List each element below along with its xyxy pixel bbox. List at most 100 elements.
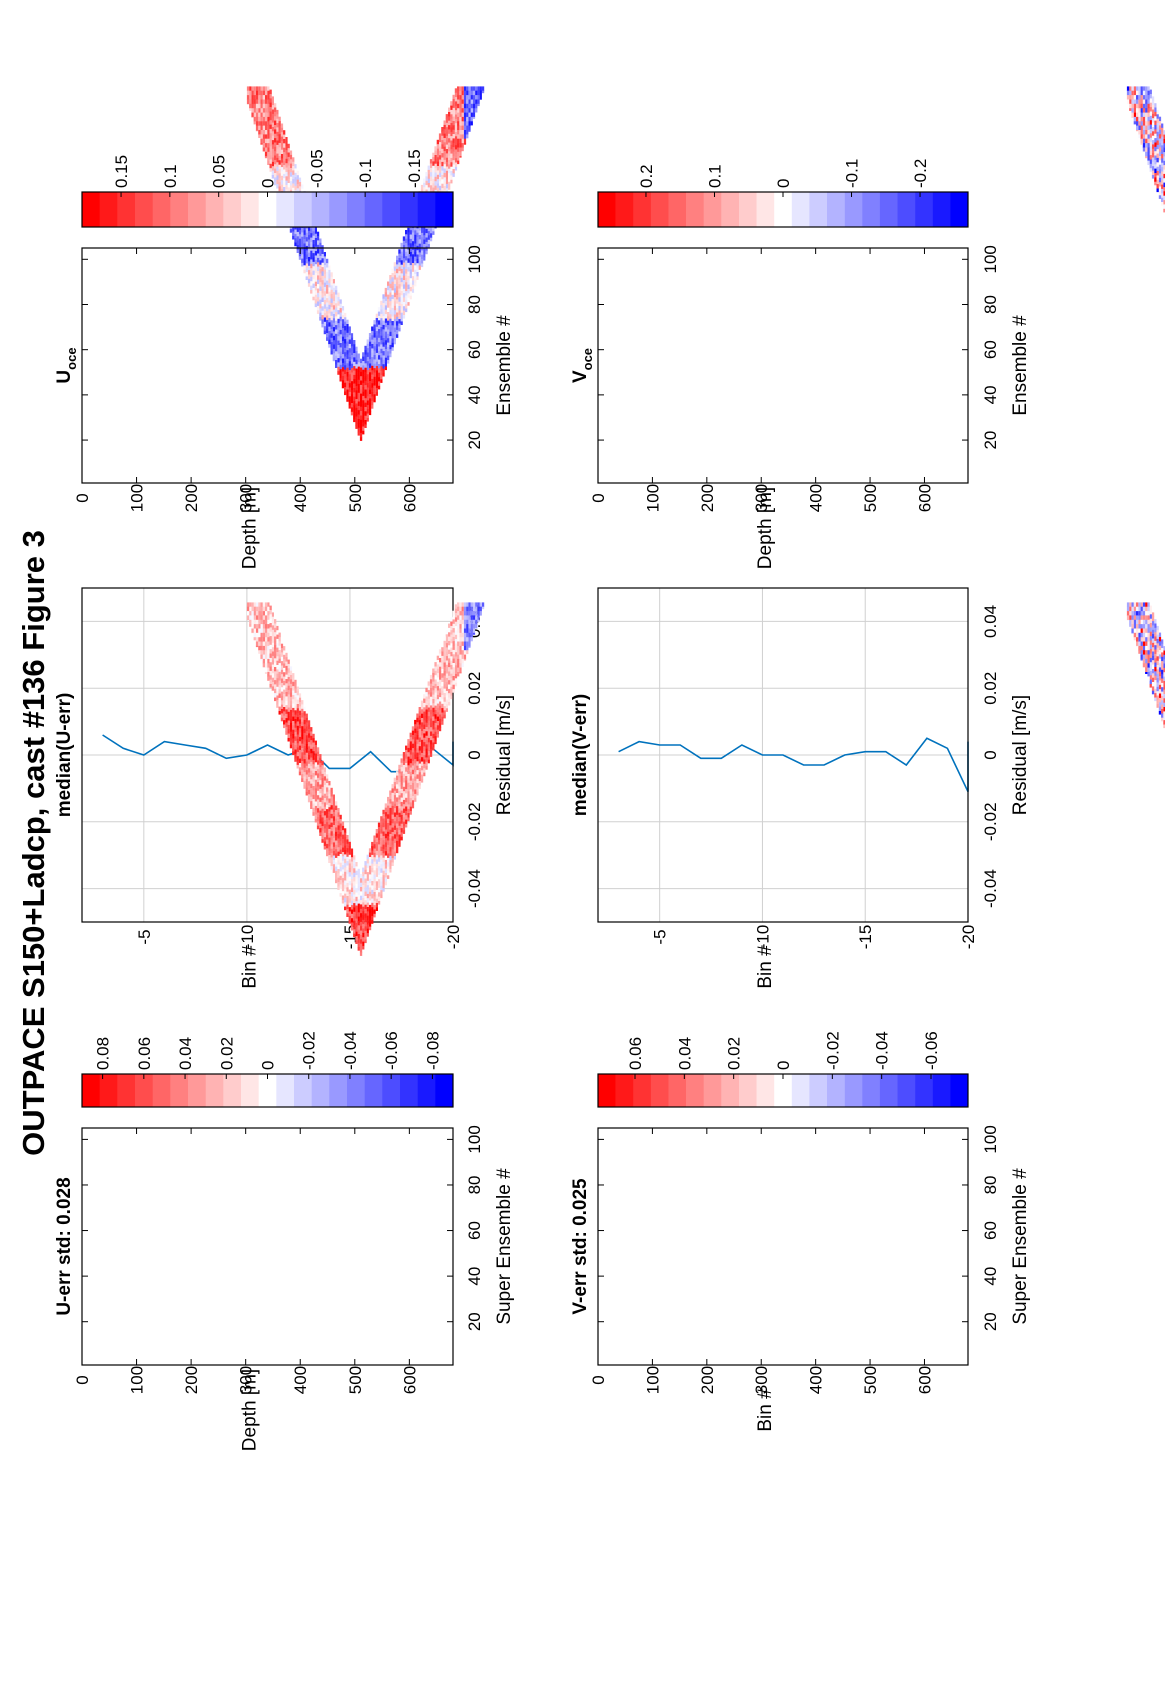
heatmap-cell [376,353,378,358]
x-tick-label: 100 [981,1125,1000,1153]
heatmap-cell [416,276,418,280]
colorbar-step [915,1074,933,1107]
heatmap-cell [403,254,405,259]
heatmap-cell [419,270,421,274]
x-axis-label: Super Ensemble # [494,1168,515,1325]
heatmap-cell [335,290,337,295]
heatmap-cell [1159,147,1161,152]
heatmap-cell [367,387,369,392]
heatmap-cell [344,370,346,375]
heatmap-cell [448,108,450,113]
heatmap-cell [1134,629,1136,634]
heatmap-cell [333,292,335,297]
heatmap-cell [405,278,407,283]
heatmap-cell [1161,683,1163,688]
heatmap-cell [405,274,407,279]
heatmap-cell [1134,602,1136,607]
heatmap-cell [444,129,446,134]
heatmap-cell [1143,117,1145,122]
heatmap-cell [369,342,371,347]
heatmap-cell [441,136,443,141]
heatmap-cell [362,405,364,410]
heatmap-cell [1138,611,1140,616]
heatmap-cell [1147,676,1149,680]
heatmap-cell [358,354,360,359]
heatmap-cell [394,306,396,311]
heatmap-cell [378,373,380,378]
heatmap-cell [464,108,466,113]
heatmap-cell [1159,195,1161,199]
heatmap-cell [1150,107,1152,112]
heatmap-cell [1157,691,1159,696]
heatmap-cell [1161,202,1163,206]
heatmap-cell [430,177,432,182]
colorbar-tick-label: 0.08 [94,1037,113,1070]
heatmap-cell [367,370,369,375]
heatmap-cell [450,110,452,115]
heatmap-cell [1152,656,1154,661]
heatmap-cell [355,412,357,417]
heatmap-cell [362,427,364,432]
heatmap-cell [1134,633,1136,638]
heatmap-cell [1157,123,1159,128]
heatmap-cell [401,287,403,292]
heatmap-cell [373,338,375,343]
heatmap-cell [1134,86,1136,91]
heatmap-cell [1159,646,1161,651]
heatmap-cell [459,86,461,91]
heatmap-cell [1145,668,1147,673]
heatmap-cell [1161,167,1163,172]
heatmap-cell [401,278,403,283]
heatmap-cell [1157,700,1159,705]
heatmap-cell [1150,98,1152,103]
heatmap-cell [362,387,364,392]
heatmap-cell [1145,121,1147,126]
heatmap-cell [403,306,405,311]
heatmap-cell [448,182,450,187]
heatmap-cell [387,299,389,304]
heatmap-cell [1154,147,1156,152]
heatmap-cell [335,295,337,300]
heatmap-cell [439,181,441,186]
heatmap-cell [369,385,371,390]
heatmap-cell [446,114,448,119]
y-tick-label: 500 [346,1366,365,1394]
heatmap-cell [346,385,348,390]
heatmap-cell [466,95,468,100]
heatmap-cell [453,156,455,161]
heatmap-cell [376,362,378,367]
heatmap-cell [349,331,351,336]
heatmap-cell [466,126,468,131]
heatmap-cell [398,324,400,329]
heatmap-cell [344,387,346,392]
heatmap-cell [1134,611,1136,616]
heatmap-cell [475,86,477,91]
heatmap-cell [349,374,351,379]
colorbar-step [933,1074,951,1107]
heatmap-cell [448,125,450,130]
heatmap-cell [398,276,400,281]
heatmap-cell [450,123,452,128]
heatmap-cell [1157,167,1159,172]
heatmap-cell [344,326,346,331]
heatmap-cell [464,139,466,144]
heatmap-cell [1138,130,1140,135]
heatmap-cell [410,287,412,292]
heatmap-cell [1150,103,1152,108]
heatmap-cell [1161,709,1163,714]
heatmap-cell [441,153,443,158]
heatmap-cell [392,334,394,339]
heatmap-cell [444,142,446,147]
heatmap-cell [1145,117,1147,122]
heatmap-cell [1129,620,1131,625]
colorbar-step [950,1074,968,1107]
heatmap-cell [1145,646,1147,651]
heatmap-cell [432,157,434,162]
heatmap-cell [471,121,473,125]
heatmap-cell [1157,678,1159,683]
heatmap-cell [1138,607,1140,612]
heatmap-cell [444,147,446,152]
heatmap-cell [1127,607,1129,612]
heatmap-cell [340,321,342,326]
heatmap-cell [369,394,371,399]
